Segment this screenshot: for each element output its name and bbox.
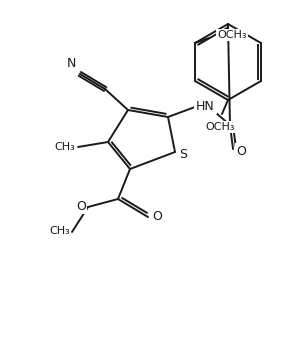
Text: HN: HN — [196, 100, 215, 112]
Text: CH₃: CH₃ — [49, 226, 70, 236]
Text: CH₃: CH₃ — [54, 142, 75, 152]
Text: S: S — [179, 147, 187, 161]
Text: O: O — [236, 144, 246, 158]
Text: N: N — [67, 57, 76, 70]
Text: OCH₃: OCH₃ — [205, 122, 235, 132]
Text: OCH₃: OCH₃ — [217, 30, 247, 40]
Text: O: O — [152, 210, 162, 222]
Text: O: O — [76, 200, 86, 212]
